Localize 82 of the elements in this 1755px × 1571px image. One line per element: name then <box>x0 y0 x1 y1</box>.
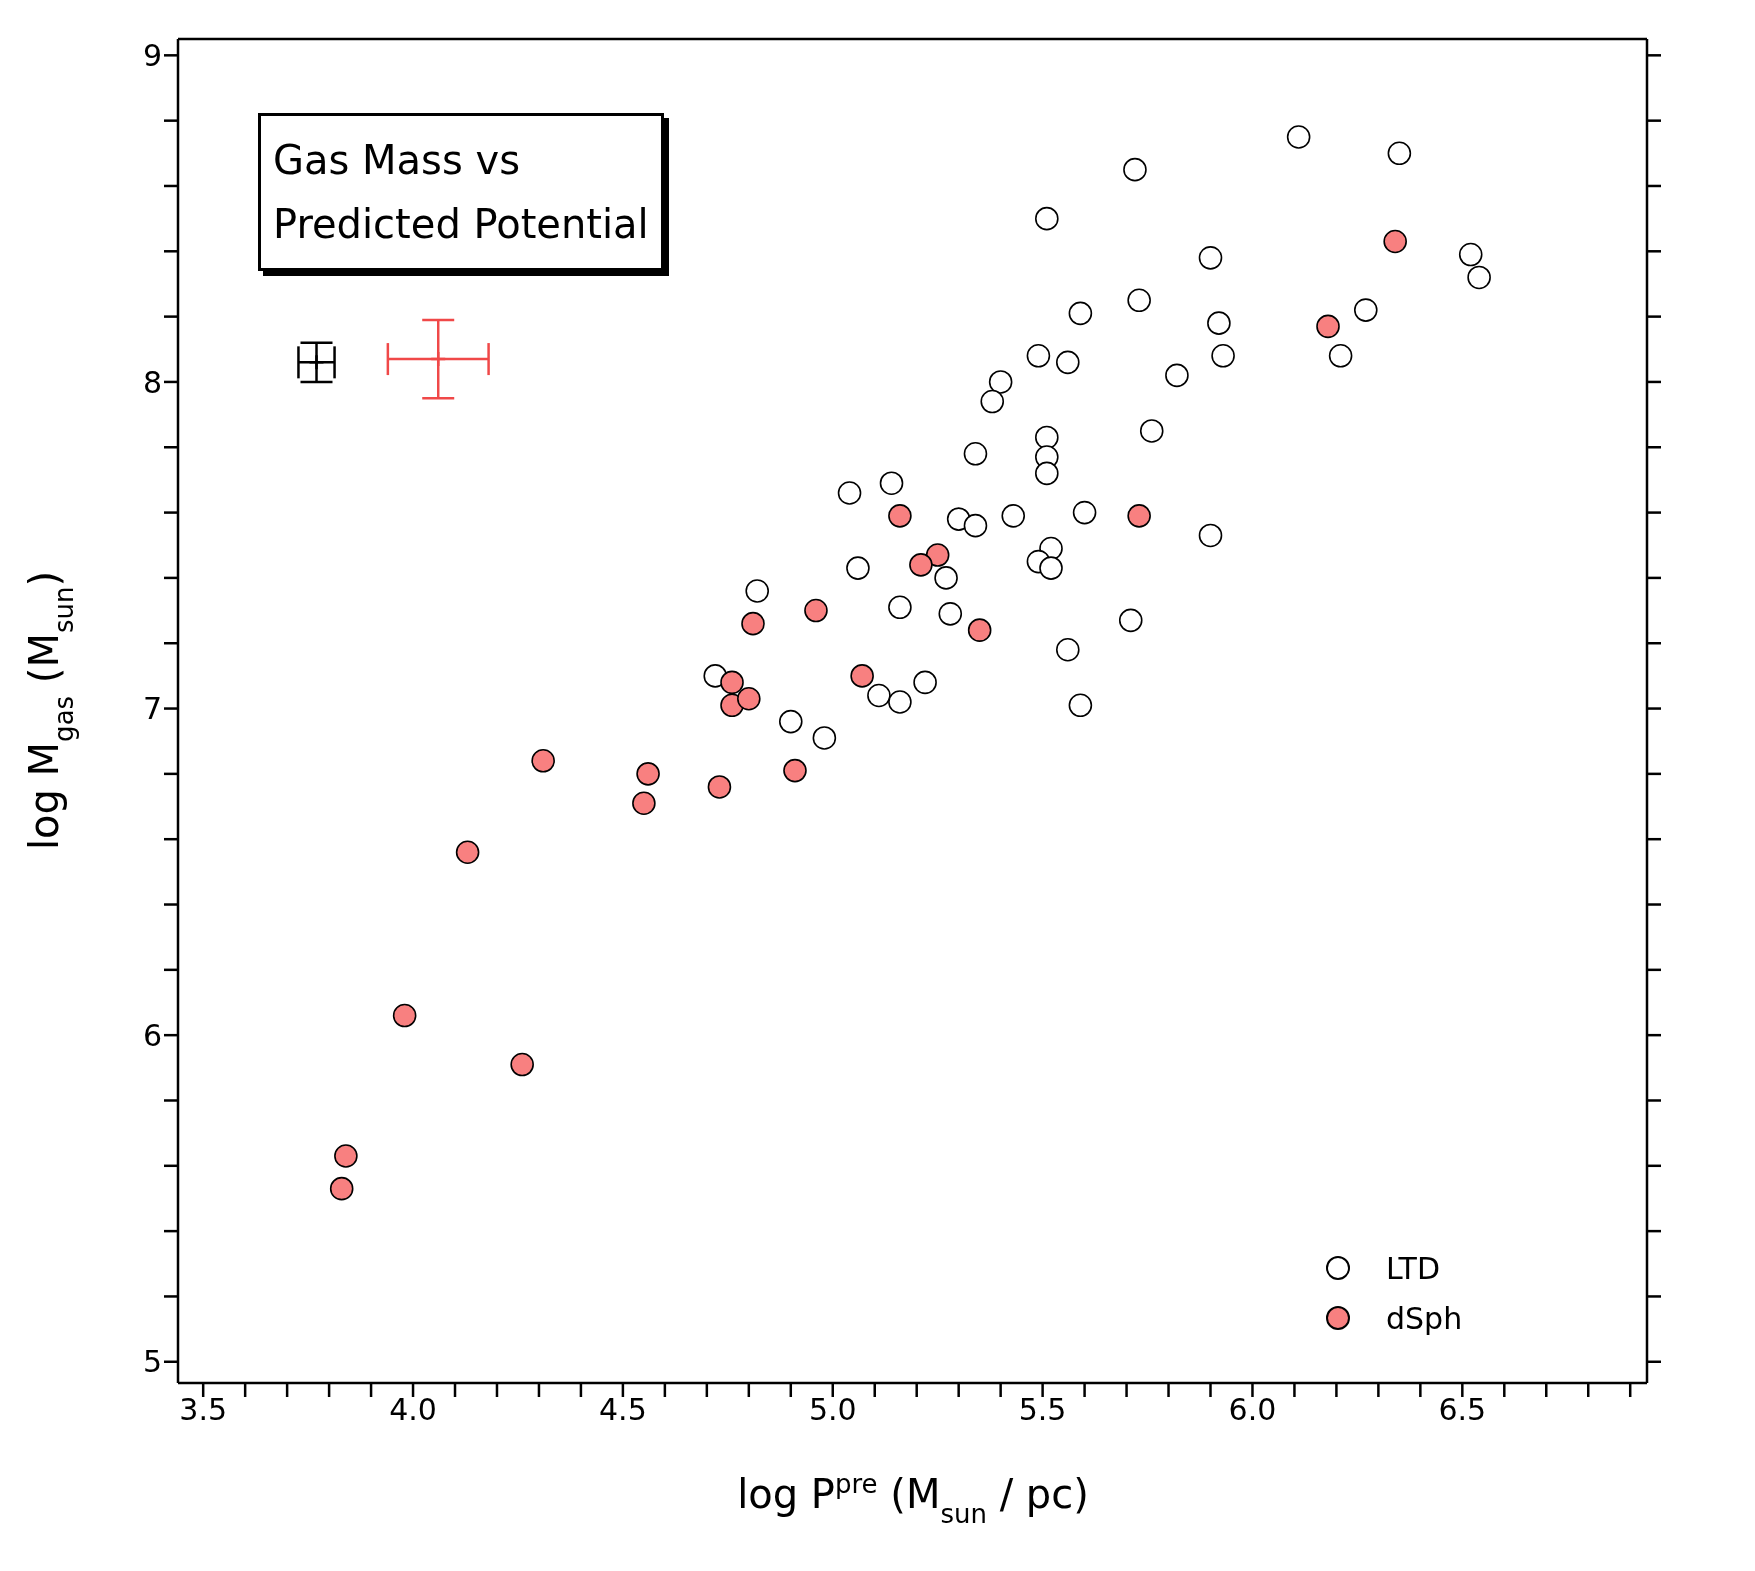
point <box>1328 344 1353 368</box>
point <box>1026 344 1051 368</box>
point <box>812 726 837 750</box>
y-tick-label: 6 <box>142 1017 162 1053</box>
point <box>1286 125 1311 149</box>
point <box>888 504 912 528</box>
point <box>1035 206 1059 231</box>
x-tick-label: 6.0 <box>1228 1392 1277 1428</box>
point <box>1055 637 1080 662</box>
legend-label: LTD <box>1386 1250 1441 1286</box>
point <box>850 664 874 688</box>
point <box>1035 461 1059 486</box>
x-tick-label: 4.0 <box>389 1392 437 1428</box>
y-tick-label: 7 <box>142 691 162 727</box>
point <box>879 471 904 495</box>
point <box>392 1003 417 1028</box>
x-axis-title: log P$^{pre}$ (M$_{sun}$ / pc) <box>737 1469 1089 1529</box>
point <box>925 543 950 567</box>
point <box>909 553 933 577</box>
point <box>308 354 325 371</box>
point <box>913 670 937 695</box>
point <box>636 762 660 786</box>
point <box>707 775 732 799</box>
x-tick-label: 4.5 <box>599 1392 647 1428</box>
legend-label: dSph <box>1386 1300 1463 1336</box>
point <box>1467 265 1491 290</box>
point <box>1387 141 1412 166</box>
point <box>1383 229 1407 254</box>
point <box>1127 288 1151 313</box>
y-tick-label: 5 <box>142 1344 162 1380</box>
point <box>455 840 480 865</box>
point <box>1123 157 1147 182</box>
point <box>1055 350 1080 375</box>
point <box>720 670 744 695</box>
point <box>1139 419 1164 443</box>
point <box>778 709 803 734</box>
point <box>510 1052 534 1077</box>
point <box>1316 314 1340 339</box>
y-tick-label: 8 <box>142 364 162 400</box>
point <box>1068 693 1093 718</box>
point <box>1207 311 1231 335</box>
point <box>741 611 765 636</box>
x-tick-label: 3.5 <box>179 1392 228 1428</box>
point <box>1001 504 1026 528</box>
point <box>1198 523 1223 548</box>
point <box>1072 500 1097 525</box>
point <box>804 598 828 623</box>
point <box>1039 556 1063 580</box>
point <box>867 683 891 708</box>
point <box>980 389 1005 414</box>
point <box>967 618 992 642</box>
point <box>1165 363 1189 388</box>
point <box>329 1176 354 1201</box>
point <box>846 556 870 580</box>
point <box>988 370 1013 394</box>
point <box>531 749 555 773</box>
point <box>632 791 656 816</box>
point <box>429 350 447 368</box>
point <box>1118 608 1143 633</box>
point <box>783 758 807 783</box>
point <box>934 566 958 590</box>
point <box>963 513 988 538</box>
point <box>1198 246 1223 270</box>
y-tick-label: 9 <box>142 37 162 73</box>
point <box>888 595 912 620</box>
point <box>334 1144 358 1168</box>
point <box>1211 344 1235 368</box>
point <box>737 686 761 711</box>
point <box>1458 242 1483 267</box>
x-tick-label: 6.5 <box>1438 1392 1487 1428</box>
text: Gas Mass vs Predicted Potential <box>258 113 664 271</box>
point <box>1068 301 1093 326</box>
point <box>1035 425 1059 450</box>
point <box>963 442 988 466</box>
point <box>1127 504 1151 528</box>
x-tick-label: 5.5 <box>1018 1392 1067 1428</box>
point <box>837 481 862 505</box>
point <box>938 602 963 626</box>
point <box>745 579 770 603</box>
point <box>888 690 912 714</box>
x-tick-label: 5.0 <box>808 1392 857 1428</box>
point <box>1353 298 1378 322</box>
